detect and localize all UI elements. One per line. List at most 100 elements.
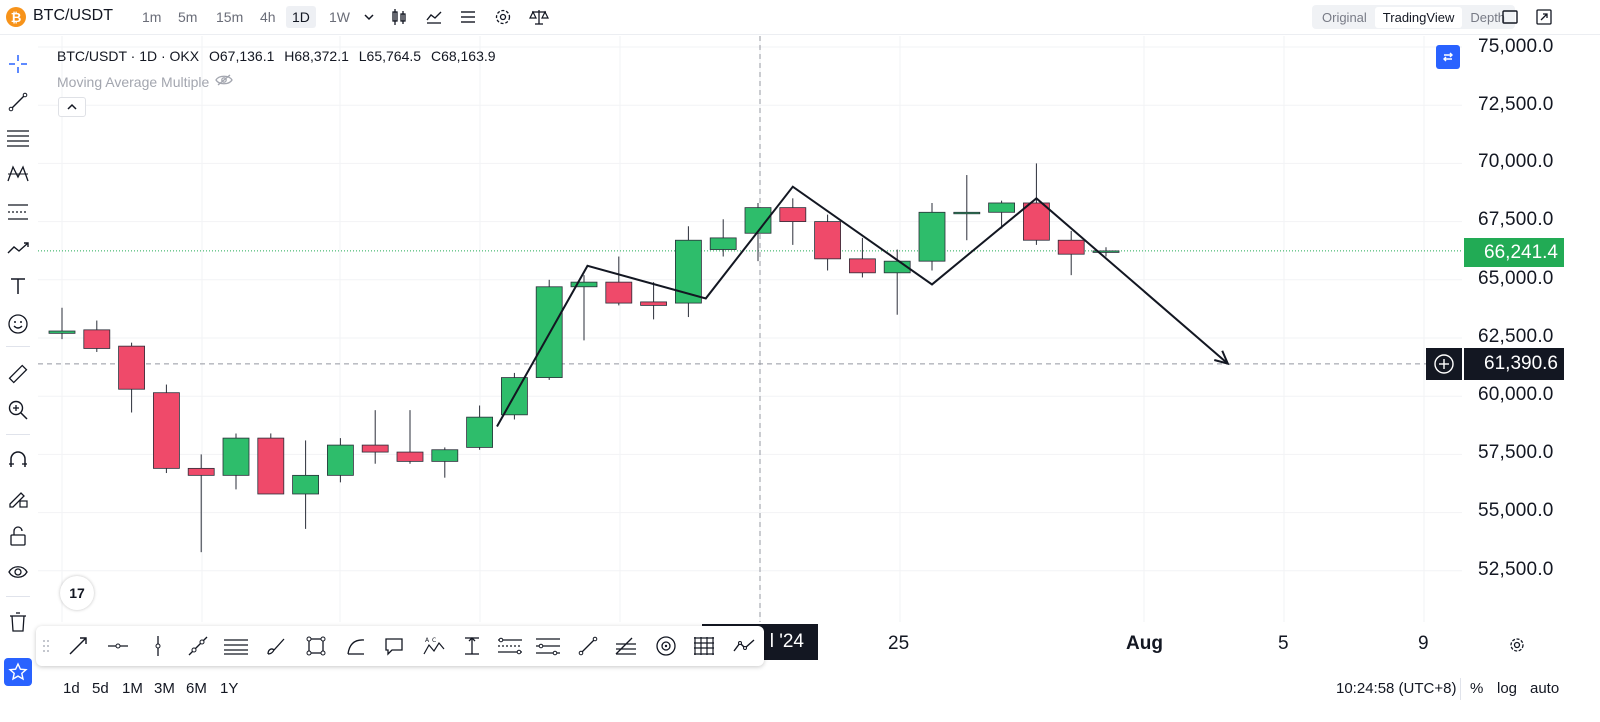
- sync-icon[interactable]: [1436, 45, 1460, 69]
- candle-down: [257, 437, 285, 495]
- range-1d[interactable]: 1d: [63, 680, 80, 697]
- candle-up: [744, 207, 772, 234]
- horizontal-line-icon[interactable]: [104, 632, 132, 660]
- favorites-star-button[interactable]: [4, 658, 32, 686]
- view-tradingview[interactable]: TradingView: [1374, 6, 1463, 28]
- prediction-icon[interactable]: [4, 234, 32, 262]
- projection-icon[interactable]: [4, 198, 32, 226]
- expand-icon[interactable]: [1532, 5, 1556, 29]
- toolbar-divider: [6, 346, 30, 347]
- window-icon[interactable]: [1498, 5, 1522, 29]
- text-tool-icon[interactable]: [4, 272, 32, 300]
- tradingview-logo[interactable]: 17: [60, 576, 94, 610]
- candle-up: [466, 416, 494, 448]
- chart-settings-icon[interactable]: [1508, 636, 1526, 659]
- symbol-title[interactable]: BTC/USDT: [33, 7, 113, 24]
- timeframe-5m[interactable]: 5m: [178, 9, 198, 25]
- fib-levels-icon[interactable]: [496, 632, 524, 660]
- gear-icon[interactable]: [491, 5, 515, 29]
- time-label: 9: [1418, 633, 1429, 654]
- arc-icon[interactable]: [342, 632, 370, 660]
- trash-icon[interactable]: [4, 608, 32, 636]
- pencil-lock-icon[interactable]: [4, 484, 32, 512]
- brush-icon[interactable]: [262, 632, 290, 660]
- crosshair-icon[interactable]: [4, 50, 32, 78]
- chevron-down-icon[interactable]: [357, 5, 381, 29]
- layout-icon[interactable]: [456, 5, 480, 29]
- ray-icon[interactable]: [184, 632, 212, 660]
- ruler-icon[interactable]: [4, 360, 32, 388]
- rectangle-icon[interactable]: [302, 632, 330, 660]
- range-5d[interactable]: 5d: [92, 680, 109, 697]
- drawn-arrowhead: [1214, 350, 1230, 366]
- add-alert-icon[interactable]: [1426, 348, 1462, 380]
- eye-hidden-icon[interactable]: [215, 73, 234, 90]
- view-depth[interactable]: Depth: [1470, 9, 1506, 25]
- price-range-icon[interactable]: [458, 632, 486, 660]
- view-mode-switch: Original TradingView Depth: [1312, 5, 1516, 29]
- candle-up: [570, 281, 598, 288]
- candle-up: [48, 330, 76, 334]
- legend-title: BTC/USDT · 1D · OKX: [57, 48, 200, 64]
- price-label: 72,500.0: [1478, 94, 1554, 115]
- svg-text:A: A: [425, 637, 430, 644]
- log-scale-toggle[interactable]: log: [1497, 680, 1518, 697]
- magnet-icon[interactable]: [4, 446, 32, 474]
- scale-balance-icon[interactable]: [527, 5, 551, 29]
- candle-down: [152, 392, 180, 469]
- toolbar-divider: [6, 596, 30, 597]
- parallel-channel-icon[interactable]: [222, 632, 250, 660]
- forecast-icon[interactable]: [730, 632, 758, 660]
- percent-scale-toggle[interactable]: %: [1470, 680, 1484, 697]
- candle-down: [1023, 202, 1050, 241]
- view-original[interactable]: Original: [1322, 9, 1367, 25]
- unlock-icon[interactable]: [4, 522, 32, 550]
- candle-down: [605, 281, 633, 304]
- fib-fan-icon[interactable]: [612, 632, 640, 660]
- candle-up: [535, 286, 563, 378]
- legend-high: H68,372.1: [284, 48, 349, 64]
- indicator-legend[interactable]: Moving Average Multiple: [57, 73, 234, 90]
- eye-icon[interactable]: [4, 558, 32, 586]
- timeframe-1d[interactable]: 1D: [286, 6, 316, 28]
- clock-timezone[interactable]: 10:24:58 (UTC+8): [1336, 680, 1457, 697]
- timeframe-15m[interactable]: 15m: [216, 9, 244, 25]
- legend-open: O67,136.1: [208, 48, 275, 64]
- emoji-icon[interactable]: [4, 310, 32, 338]
- price-label: 67,500.0: [1478, 209, 1554, 230]
- timeframe-4h[interactable]: 4h: [260, 9, 276, 25]
- fib-extension-icon[interactable]: [534, 632, 562, 660]
- zoom-in-icon[interactable]: [4, 396, 32, 424]
- indicators-icon[interactable]: [422, 5, 446, 29]
- range-3m[interactable]: 3M: [154, 680, 175, 697]
- pattern-icon[interactable]: [4, 160, 32, 188]
- auto-scale-toggle[interactable]: auto: [1530, 680, 1560, 697]
- range-6m[interactable]: 6M: [186, 680, 207, 697]
- left-drawing-toolbar: [0, 40, 36, 722]
- candle-up: [988, 202, 1015, 213]
- timeframe-1m[interactable]: 1m: [142, 9, 162, 25]
- callout-icon[interactable]: [380, 632, 408, 660]
- candles-icon[interactable]: [387, 5, 411, 29]
- price-label: 60,000.0: [1478, 384, 1554, 405]
- candle-up: [1092, 250, 1120, 253]
- fib-retracement-icon[interactable]: [4, 124, 32, 152]
- fib-circles-icon[interactable]: [652, 632, 680, 660]
- trend-line-icon[interactable]: [4, 88, 32, 116]
- candle-up: [918, 211, 946, 262]
- arrow-line-icon[interactable]: [64, 632, 92, 660]
- range-1m[interactable]: 1M: [122, 680, 143, 697]
- timeframe-1w[interactable]: 1W: [329, 9, 350, 25]
- collapse-legend-button[interactable]: [58, 97, 86, 117]
- svg-text:C: C: [432, 637, 436, 644]
- range-1y[interactable]: 1Y: [220, 680, 239, 697]
- grid-icon[interactable]: [690, 632, 718, 660]
- drag-handle-icon[interactable]: [36, 632, 56, 660]
- candle-down: [1057, 239, 1085, 255]
- candle-up: [326, 444, 354, 476]
- segment-icon[interactable]: [574, 632, 602, 660]
- vertical-line-icon[interactable]: [144, 632, 172, 660]
